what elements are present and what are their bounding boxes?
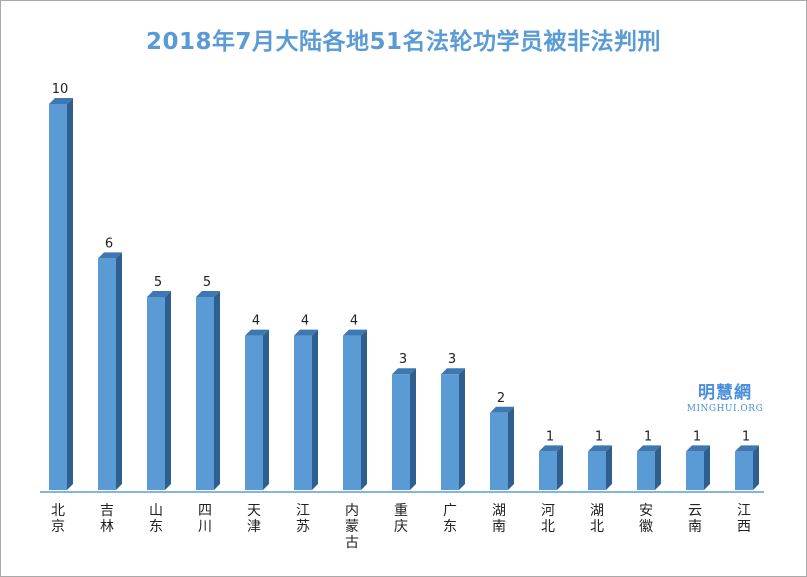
chart-title: 2018年7月大陆各地51名法轮功学员被非法判刑 bbox=[145, 29, 662, 55]
bar bbox=[147, 297, 165, 490]
bar-side bbox=[312, 329, 318, 490]
category-label: 云南 bbox=[688, 503, 702, 535]
bar bbox=[735, 451, 753, 490]
data-label: 1 bbox=[546, 429, 554, 444]
data-label: 1 bbox=[644, 429, 652, 444]
data-label: 5 bbox=[203, 275, 211, 290]
category-label: 湖南 bbox=[492, 503, 506, 535]
bar-side bbox=[361, 329, 367, 490]
data-label: 5 bbox=[154, 275, 162, 290]
data-label: 1 bbox=[693, 429, 701, 444]
bar bbox=[245, 335, 263, 490]
category-label: 河北 bbox=[541, 503, 555, 535]
data-label: 6 bbox=[105, 236, 113, 251]
category-label: 山东 bbox=[149, 503, 163, 535]
bar-side bbox=[508, 406, 514, 490]
bar-side bbox=[214, 291, 220, 490]
bar bbox=[588, 451, 606, 490]
minghui-watermark: 明慧網 MINGHUI.ORG bbox=[680, 378, 770, 414]
category-label: 重庆 bbox=[394, 503, 408, 535]
watermark-english: MINGHUI.ORG bbox=[686, 404, 764, 414]
bar bbox=[490, 412, 508, 490]
data-label: 1 bbox=[742, 429, 750, 444]
bar bbox=[539, 451, 557, 490]
bar-top bbox=[343, 329, 367, 336]
bar-side bbox=[655, 445, 661, 490]
bar-top bbox=[294, 329, 318, 336]
bar-side bbox=[557, 445, 563, 490]
bar-side bbox=[459, 368, 465, 490]
bar bbox=[98, 258, 116, 490]
bar-top bbox=[490, 406, 514, 413]
bar bbox=[49, 104, 67, 490]
data-label: 4 bbox=[301, 314, 309, 329]
bar-side bbox=[116, 252, 122, 490]
data-label: 10 bbox=[52, 82, 69, 97]
bar-side bbox=[753, 445, 759, 490]
bar-top bbox=[735, 445, 759, 452]
bar-side bbox=[165, 291, 171, 490]
category-label: 吉林 bbox=[100, 503, 114, 535]
bar-side bbox=[704, 445, 710, 490]
bar bbox=[343, 335, 361, 490]
bar-top bbox=[637, 445, 661, 452]
data-label: 4 bbox=[252, 314, 260, 329]
bar-top bbox=[539, 445, 563, 452]
bar-top bbox=[49, 98, 73, 104]
category-label: 江苏 bbox=[296, 503, 310, 535]
category-label: 湖北 bbox=[590, 503, 604, 535]
bar bbox=[637, 451, 655, 490]
bar-top bbox=[392, 368, 416, 375]
bar bbox=[196, 297, 214, 490]
bar-top bbox=[588, 445, 612, 452]
bar-top bbox=[686, 445, 710, 452]
category-label: 广东 bbox=[443, 503, 457, 535]
bar bbox=[441, 374, 459, 490]
data-label: 1 bbox=[595, 429, 603, 444]
bar-top bbox=[196, 291, 220, 297]
category-label: 北京 bbox=[51, 503, 65, 535]
category-label: 天津 bbox=[247, 503, 261, 535]
bar-top bbox=[245, 329, 269, 336]
category-label: 四川 bbox=[198, 503, 212, 535]
data-label: 4 bbox=[350, 314, 358, 329]
data-label: 2 bbox=[497, 391, 505, 406]
bar-side bbox=[67, 98, 73, 490]
bar-side bbox=[410, 368, 416, 490]
category-label: 江西 bbox=[737, 503, 751, 535]
bar bbox=[392, 374, 410, 490]
bar-top bbox=[441, 368, 465, 375]
bar-top bbox=[147, 291, 171, 297]
data-label: 3 bbox=[399, 352, 407, 367]
bar bbox=[686, 451, 704, 490]
bar-side bbox=[606, 445, 612, 490]
category-label: 安徽 bbox=[639, 503, 653, 535]
category-label: 内蒙古 bbox=[345, 503, 359, 551]
bar bbox=[294, 335, 312, 490]
data-label: 3 bbox=[448, 352, 456, 367]
bar-side bbox=[263, 329, 269, 490]
watermark-chinese: 明慧網 bbox=[698, 383, 752, 403]
bar-top bbox=[98, 252, 122, 259]
